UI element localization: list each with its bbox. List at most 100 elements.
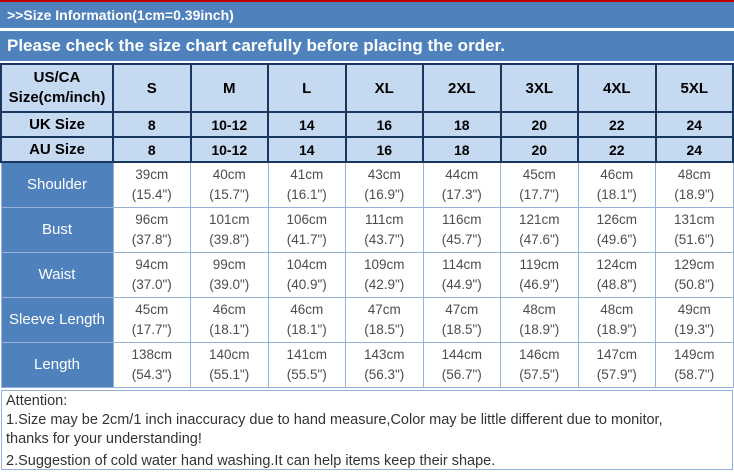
size-value-cell: 14 [267, 136, 347, 163]
banner-gap [0, 61, 734, 63]
inch-value: (49.6") [596, 231, 637, 247]
size-chart-notice-banner: Please check the size chart carefully be… [0, 31, 734, 61]
measurement-value-cell: 104cm (40.9") [267, 251, 346, 298]
cm-value: 46cm [212, 301, 246, 317]
inch-value: (47.6") [519, 231, 560, 247]
attention-note-1-continued: thanks for your understanding! [6, 430, 202, 447]
inch-value: (55.1") [209, 366, 250, 382]
measurement-value-cell: 149cm (58.7") [655, 341, 734, 388]
cm-value: 114cm [441, 256, 482, 272]
inch-value: (37.0") [131, 276, 172, 292]
measurement-value-cell: 43cm (16.9") [345, 161, 424, 208]
size-column-header: XL [344, 63, 424, 113]
measurement-value-cell: 39cm (15.4") [112, 161, 191, 208]
measurement-value-cell: 106cm (41.7") [267, 206, 346, 253]
measurement-value-cell: 114cm (44.9") [422, 251, 501, 298]
cm-value: 109cm [363, 256, 405, 272]
inch-value: (41.7") [286, 231, 327, 247]
cm-value: 48cm [522, 301, 556, 317]
inch-value: (18.1") [209, 321, 250, 337]
size-column-header: 4XL [577, 63, 657, 113]
measurement-row: Sleeve Length 45cm (17.7") 46cm (18.1") 46cm (… [0, 296, 734, 343]
measurement-value-cell: 47cm (18.5") [422, 296, 501, 343]
inch-value: (56.3") [364, 366, 405, 382]
size-chart-table: US/CA Size(cm/inch) S M L XL 2XL 3XL 4XL 5XL UK Si… [0, 63, 734, 388]
inch-value: (18.1") [286, 321, 327, 337]
inch-value: (44.9") [441, 276, 482, 292]
cm-value: 141cm [286, 346, 328, 362]
inch-value: (15.4") [131, 186, 172, 202]
size-value-cell: 8 [112, 136, 192, 163]
size-value-cell: 22 [577, 136, 657, 163]
cm-value: 106cm [286, 211, 328, 227]
size-chart-table-body: US/CA Size(cm/inch) S M L XL 2XL 3XL 4XL 5XL UK Si… [0, 63, 734, 388]
measurement-value-cell: 147cm (57.9") [577, 341, 656, 388]
top-divider-line [0, 0, 734, 2]
cm-value: 104cm [286, 256, 328, 272]
measurement-value-cell: 143cm (56.3") [345, 341, 424, 388]
measurement-value-cell: 46cm (18.1") [190, 296, 269, 343]
inch-value: (39.8") [209, 231, 250, 247]
measurement-value-cell: 119cm (46.9") [500, 251, 579, 298]
cm-value: 124cm [596, 256, 638, 272]
measurement-value-cell: 140cm (55.1") [190, 341, 269, 388]
measurement-value-cell: 129cm (50.8") [655, 251, 734, 298]
attention-title: Attention: [6, 392, 68, 409]
measurement-value-cell: 138cm (54.3") [112, 341, 191, 388]
measurement-label: Length [0, 341, 114, 388]
cm-value: 41cm [290, 166, 324, 182]
measurement-label: Shoulder [0, 161, 114, 208]
cm-value: 39cm [135, 166, 169, 182]
inch-value: (16.9") [364, 186, 405, 202]
cm-value: 46cm [290, 301, 324, 317]
inch-value: (48.8") [596, 276, 637, 292]
cm-value: 143cm [363, 346, 405, 362]
inch-value: (17.3") [441, 186, 482, 202]
measurement-value-cell: 121cm (47.6") [500, 206, 579, 253]
measurement-value-cell: 146cm (57.5") [500, 341, 579, 388]
cm-value: 43cm [367, 166, 401, 182]
cm-value: 48cm [600, 301, 634, 317]
size-info-header: >>Size Information(1cm=0.39inch) [0, 2, 734, 28]
measurement-value-cell: 45cm (17.7") [112, 296, 191, 343]
inch-value: (16.1") [286, 186, 327, 202]
size-row: AU Size 8 10-12 14 16 18 20 22 24 [0, 136, 734, 163]
measurement-value-cell: 141cm (55.5") [267, 341, 346, 388]
inch-value: (18.5") [441, 321, 482, 337]
measurement-value-cell: 41cm (16.1") [267, 161, 346, 208]
inch-value: (15.7") [209, 186, 250, 202]
attention-section: Attention: 1.Size may be 2cm/1 inch inac… [1, 389, 733, 470]
inch-value: (42.9") [364, 276, 405, 292]
cm-value: 146cm [518, 346, 560, 362]
size-value-cell: 18 [422, 136, 502, 163]
measurement-value-cell: 48cm (18.9") [500, 296, 579, 343]
size-value-cell: 10-12 [189, 111, 269, 138]
size-column-header: 3XL [499, 63, 579, 113]
inch-value: (43.7") [364, 231, 405, 247]
measurement-value-cell: 49cm (19.3") [655, 296, 734, 343]
size-row-label: AU Size [0, 136, 114, 163]
inch-value: (17.7") [131, 321, 172, 337]
inch-value: (18.5") [364, 321, 405, 337]
measurement-row: Waist 94cm (37.0") 99cm (39.0") 104cm (40.9") 1… [0, 251, 734, 298]
cm-value: 46cm [600, 166, 634, 182]
measurement-value-cell: 124cm (48.8") [577, 251, 656, 298]
measurement-label: Sleeve Length [0, 296, 114, 343]
cm-value: 49cm [677, 301, 711, 317]
size-row: UK Size 8 10-12 14 16 18 20 22 24 [0, 111, 734, 138]
cm-value: 101cm [208, 211, 250, 227]
inch-value: (54.3") [131, 366, 172, 382]
size-column-header: L [267, 63, 347, 113]
size-value-cell: 24 [654, 136, 734, 163]
cm-value: 144cm [441, 346, 483, 362]
cm-value: 140cm [208, 346, 250, 362]
cm-value: 129cm [673, 256, 715, 272]
inch-value: (39.0") [209, 276, 250, 292]
size-value-cell: 22 [577, 111, 657, 138]
cm-value: 149cm [673, 346, 715, 362]
measurement-value-cell: 46cm (18.1") [267, 296, 346, 343]
corner-header-line-2: Size(cm/inch) [8, 89, 106, 106]
corner-header-cell: US/CA Size(cm/inch) [0, 63, 114, 113]
inch-value: (56.7") [441, 366, 482, 382]
size-column-header: 2XL [422, 63, 502, 113]
